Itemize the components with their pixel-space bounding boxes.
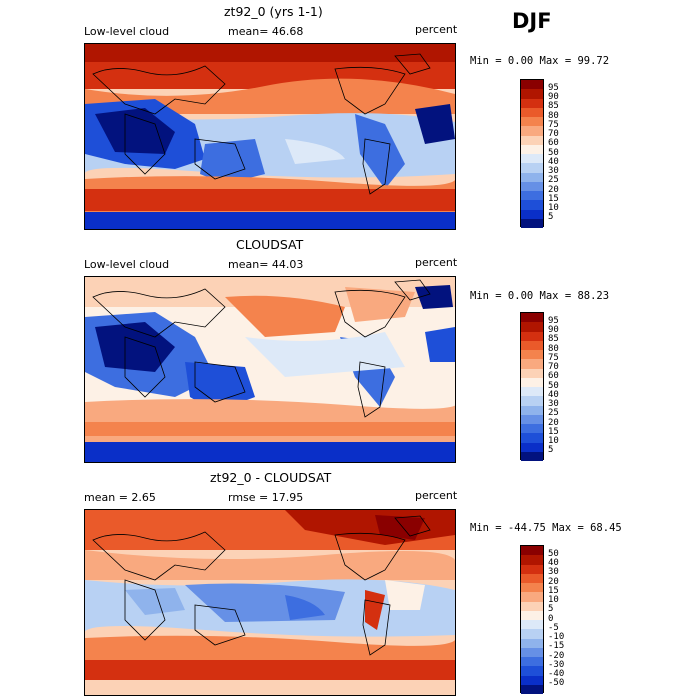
panel-1-tick: 30 xyxy=(548,166,559,176)
panel-1-title: zt92_0 (yrs 1-1) xyxy=(224,4,323,19)
panel-3-minmax: Min = -44.75 Max = 68.45 xyxy=(470,522,622,534)
season-label: DJF xyxy=(512,9,552,33)
panel-1-colorbar xyxy=(520,79,544,228)
panel-1-minmax: Min = 0.00 Max = 99.72 xyxy=(470,55,610,67)
panel-2-tick: 5 xyxy=(548,445,554,455)
panel-3-tick: -15 xyxy=(548,641,565,651)
panel-2-tick: 80 xyxy=(548,344,559,354)
panel-3-mean-label: mean = 2.65 xyxy=(84,491,156,504)
panel-1-tick: 85 xyxy=(548,101,559,111)
panel-1-tick: 25 xyxy=(548,175,559,185)
panel-3-tick: -10 xyxy=(548,632,565,642)
panel-1-tick: 90 xyxy=(548,92,559,102)
panel-3-title: zt92_0 - CLOUDSAT xyxy=(210,470,332,485)
panel-1-tick: 5 xyxy=(548,212,554,222)
panel-1-tick: 15 xyxy=(548,194,559,204)
panel-1-units-label: percent xyxy=(415,23,458,36)
panel-2-variable-label: Low-level cloud xyxy=(84,258,170,271)
panel-3-tick: 10 xyxy=(548,595,559,605)
panel-2-tick: 20 xyxy=(548,418,559,428)
panel-3-tick: 15 xyxy=(548,586,559,596)
panel-2-tick: 25 xyxy=(548,408,559,418)
panel-3-map-field xyxy=(85,510,455,695)
panel-2-tick: 50 xyxy=(548,381,559,391)
panel-1-tick: 60 xyxy=(548,138,559,148)
panel-2-tick: 40 xyxy=(548,390,559,400)
panel-3-tick: 5 xyxy=(548,604,554,614)
panel-1-variable-label: Low-level cloud xyxy=(84,25,170,38)
panel-3-tick: -20 xyxy=(548,651,565,661)
panel-2-map xyxy=(84,276,456,463)
panel-3-tick: 0 xyxy=(548,614,554,624)
panel-2-tick: 70 xyxy=(548,362,559,372)
panel-1-tick: 20 xyxy=(548,185,559,195)
panel-2-mean-label: mean= 44.03 xyxy=(228,258,304,271)
panel-3-tick: -30 xyxy=(548,660,565,670)
panel-2-tick: 75 xyxy=(548,353,559,363)
panel-1-tick: 70 xyxy=(548,129,559,139)
panel-1-tick: 40 xyxy=(548,157,559,167)
panel-1-tick: 80 xyxy=(548,111,559,121)
panel-1-tick: 50 xyxy=(548,148,559,158)
panel-3-tick: 30 xyxy=(548,567,559,577)
panel-2-tick: 85 xyxy=(548,334,559,344)
panel-3-tick: -5 xyxy=(548,623,559,633)
panel-2-units-label: percent xyxy=(415,256,458,269)
panel-2-tick: 15 xyxy=(548,427,559,437)
panel-2-tick: 95 xyxy=(548,316,559,326)
panel-3-tick: -40 xyxy=(548,669,565,679)
panel-3-rmse-label: rmse = 17.95 xyxy=(228,491,304,504)
panel-1-tick: 95 xyxy=(548,83,559,93)
panel-2-tick: 10 xyxy=(548,436,559,446)
panel-2-minmax: Min = 0.00 Max = 88.23 xyxy=(470,290,610,302)
panel-2-map-field xyxy=(85,277,455,462)
panel-3-tick: 50 xyxy=(548,549,559,559)
panel-3-map xyxy=(84,509,456,696)
panel-3-tick: -50 xyxy=(548,678,565,688)
panel-2-colorbar xyxy=(520,312,544,461)
panel-1-mean-label: mean= 46.68 xyxy=(228,25,304,38)
panel-1-tick: 10 xyxy=(548,203,559,213)
panel-1-map xyxy=(84,43,456,230)
panel-2-tick: 30 xyxy=(548,399,559,409)
panel-2-title: CLOUDSAT xyxy=(236,237,304,252)
panel-3-colorbar xyxy=(520,545,544,694)
panel-1-map-field xyxy=(85,44,455,229)
panel-2-tick: 60 xyxy=(548,371,559,381)
panel-1-tick: 75 xyxy=(548,120,559,130)
panel-3-units-label: percent xyxy=(415,489,458,502)
panel-2-tick: 90 xyxy=(548,325,559,335)
panel-3-tick: 40 xyxy=(548,558,559,568)
panel-3-tick: 20 xyxy=(548,577,559,587)
